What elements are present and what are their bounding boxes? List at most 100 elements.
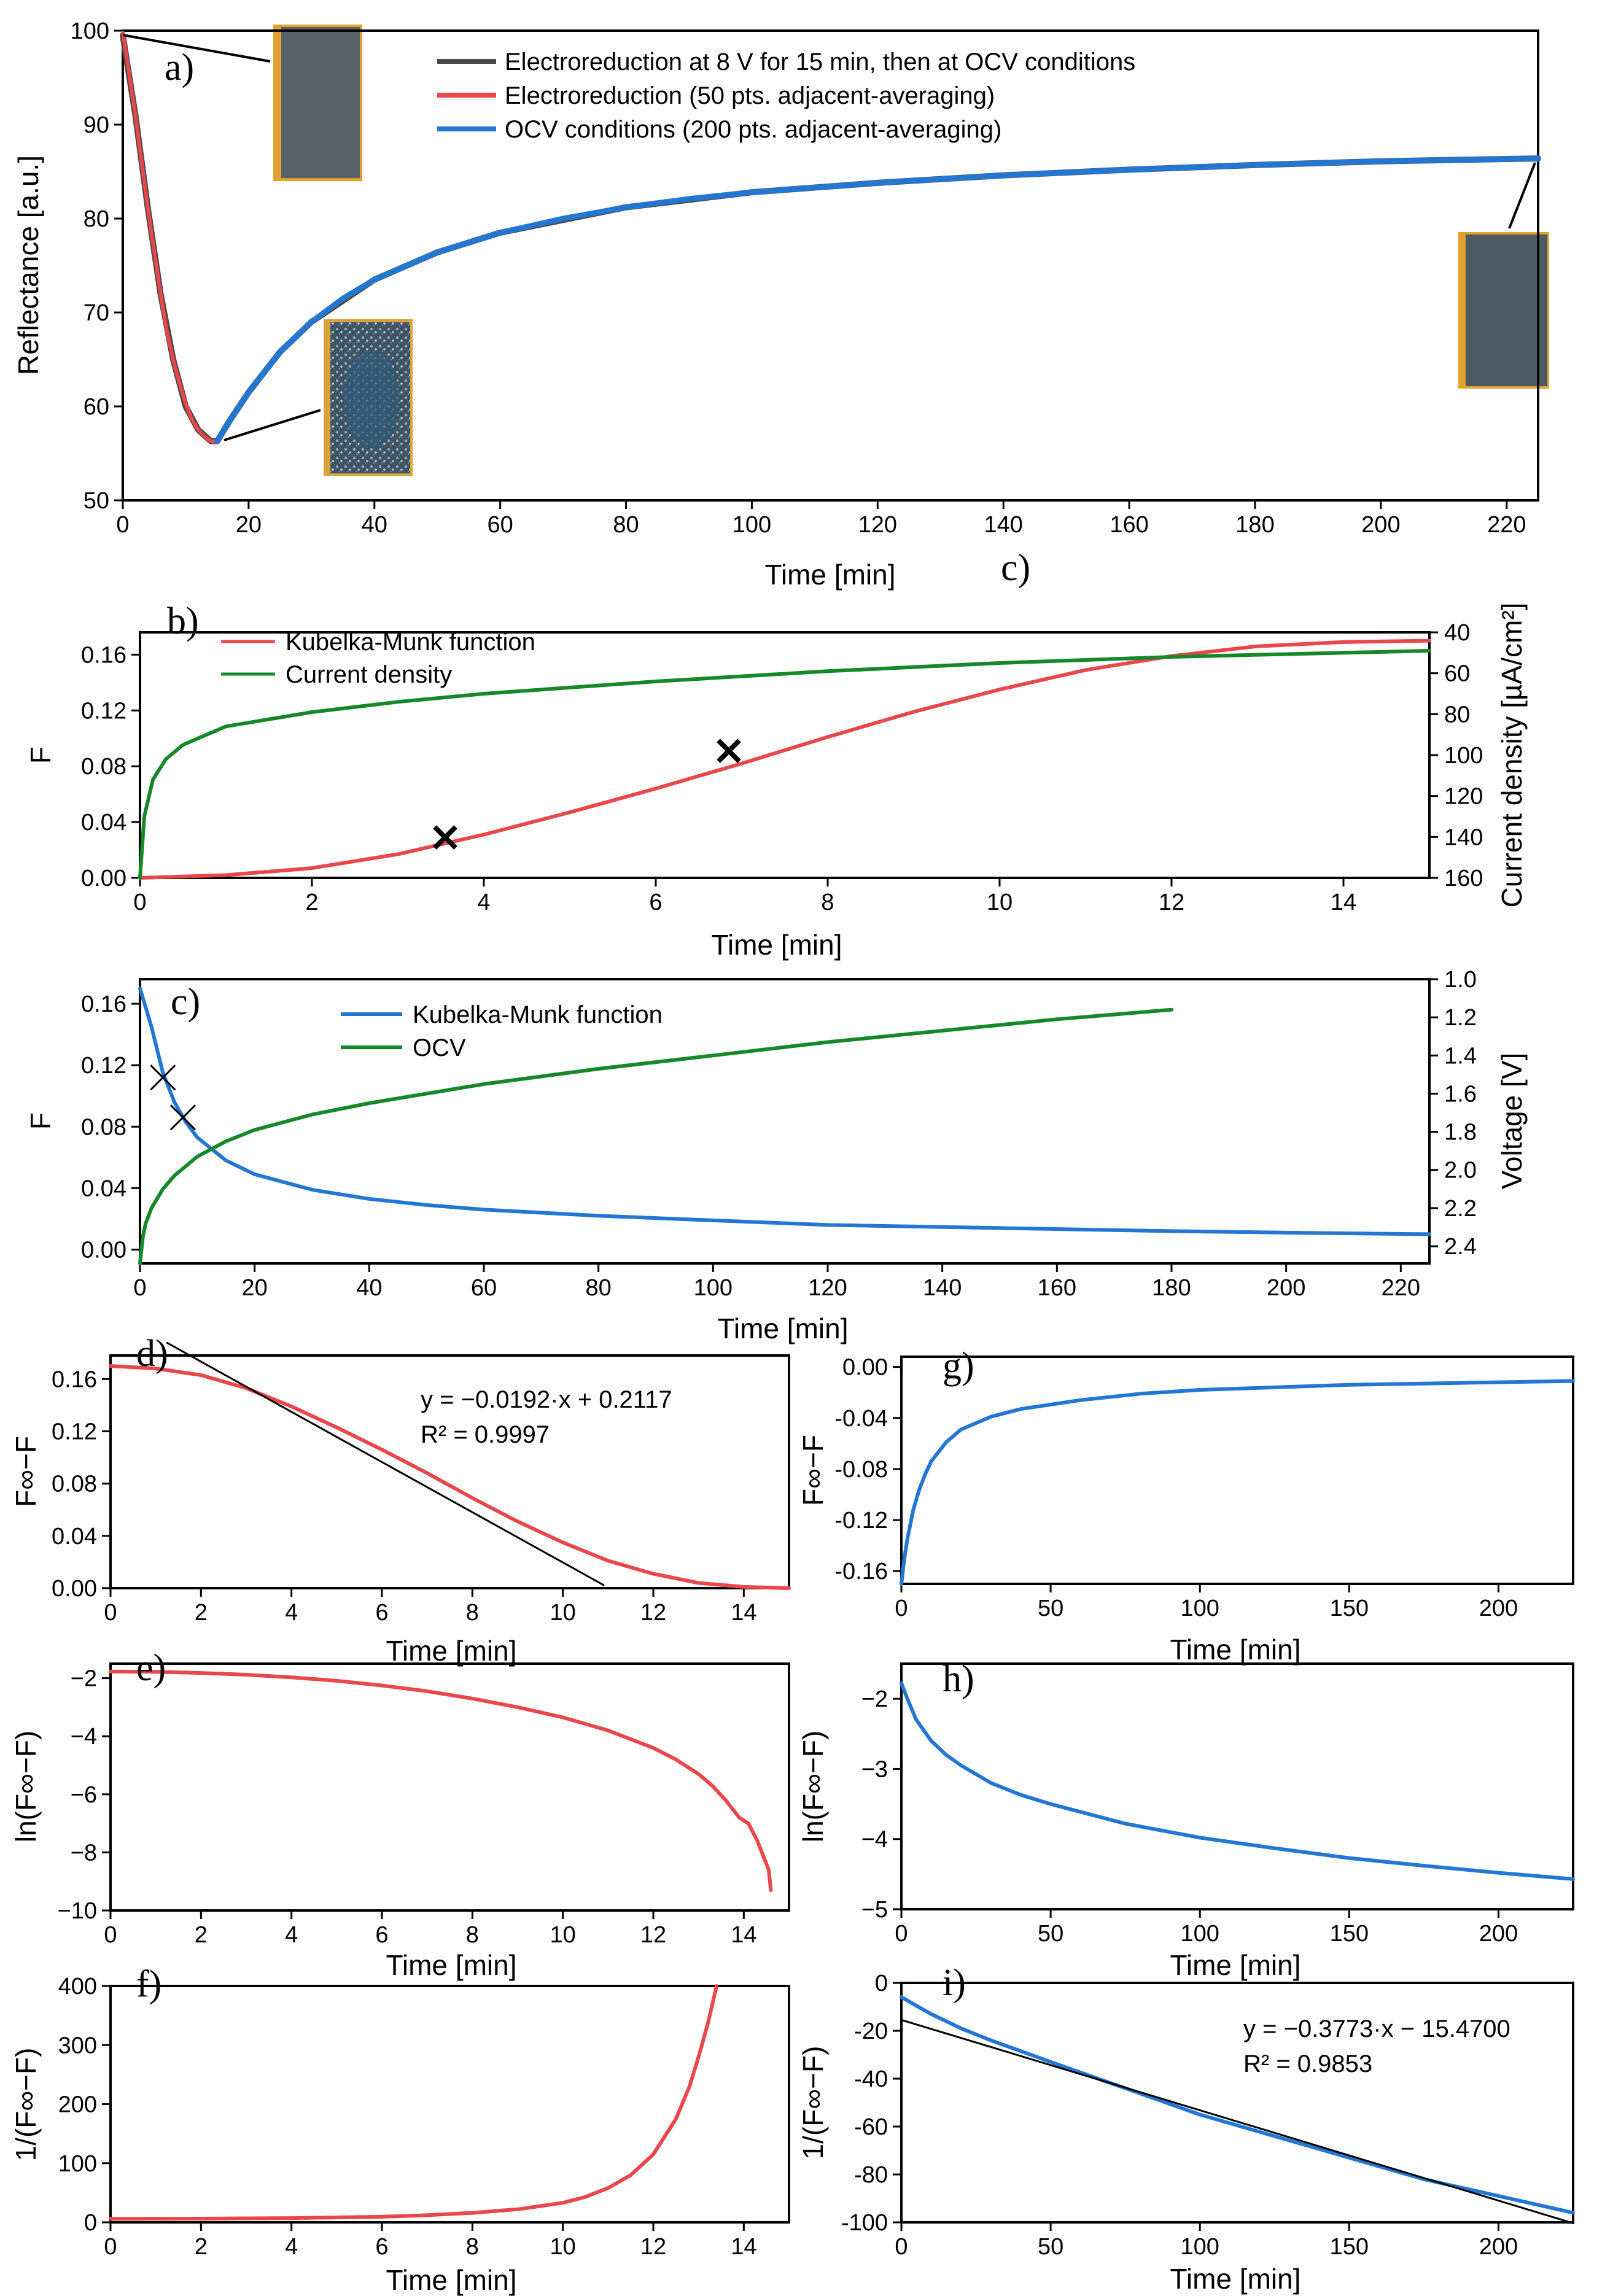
fit-equation-i: y = −0.3773·x − 15.4700 bbox=[1243, 2015, 1510, 2042]
series-c-ocv bbox=[138, 1007, 1173, 1265]
y-right-tick-label-b: 100 bbox=[1444, 743, 1483, 769]
fit-equation-d: y = −0.0192·x + 0.2117 bbox=[421, 1386, 672, 1413]
x-tick-label-c: 120 bbox=[808, 1275, 847, 1301]
x-tick-label-g: 0 bbox=[895, 1596, 908, 1621]
x-tick-label-d: 8 bbox=[466, 1600, 479, 1626]
y-tick-label-d: 0.16 bbox=[52, 1367, 97, 1392]
x-axis-label-c: Time [min] bbox=[718, 1313, 849, 1344]
x-tick-label-g: 150 bbox=[1330, 1596, 1369, 1621]
y-axis-label-a: Reflectance [a.u.] bbox=[12, 155, 44, 375]
y-tick-label-e: −6 bbox=[71, 1782, 97, 1808]
x-tick-label-g: 200 bbox=[1479, 1596, 1518, 1621]
x-tick-label-e: 8 bbox=[466, 1922, 479, 1948]
y-tick-label-c: 0.04 bbox=[81, 1176, 126, 1201]
x-tick-label-a: 40 bbox=[362, 512, 387, 538]
x-tick-label-c: 20 bbox=[242, 1275, 268, 1301]
x-tick-label-h: 200 bbox=[1479, 1921, 1518, 1947]
y-tick-label-i: -40 bbox=[854, 2066, 888, 2092]
x-tick-label-d: 6 bbox=[375, 1600, 388, 1626]
y-tick-label-a: 50 bbox=[84, 488, 109, 514]
y-tick-label-c: 0.00 bbox=[81, 1237, 126, 1263]
y-axis-label-c: F bbox=[25, 1112, 56, 1130]
y-tick-label-a: 70 bbox=[84, 300, 109, 326]
y-tick-label-h: −4 bbox=[861, 1827, 888, 1853]
series-f-data bbox=[109, 1984, 719, 2221]
marker-c-1 bbox=[169, 1104, 196, 1131]
x-tick-label-f: 4 bbox=[285, 2234, 298, 2260]
panel-g: 0 50 100 150 200 -0.16 -0.12 -0.08 -0.04 0.00 Time… bbox=[797, 1355, 1575, 1666]
x-tick-label-c: 220 bbox=[1382, 1275, 1420, 1301]
y-right-axis-label-b: Current density [µA/cm²] bbox=[1496, 603, 1528, 908]
x-axis-label-a: Time [min] bbox=[765, 559, 896, 591]
y-axis-label-d: F∞−F bbox=[10, 1436, 42, 1507]
panel-label-d: d) bbox=[136, 1333, 168, 1375]
y-tick-label-h: −3 bbox=[861, 1756, 888, 1782]
callout-line-end bbox=[1508, 162, 1536, 229]
x-tick-label-e: 10 bbox=[550, 1922, 576, 1948]
y-right-tick-label-c: 1.2 bbox=[1444, 1005, 1477, 1031]
x-tick-label-a: 0 bbox=[116, 512, 129, 538]
y-tick-label-e: −4 bbox=[71, 1724, 97, 1750]
marker-c-0 bbox=[150, 1065, 176, 1091]
x-tick-label-a: 220 bbox=[1487, 512, 1526, 538]
x-axis-label-f: Time [min] bbox=[386, 2264, 517, 2296]
x-tick-label-d: 12 bbox=[640, 1600, 666, 1626]
y-tick-label-i: -20 bbox=[854, 2019, 888, 2044]
x-tick-label-g: 100 bbox=[1181, 1596, 1219, 1621]
y-tick-label-b: 0.12 bbox=[81, 698, 126, 724]
legend-b-label-1: Kubelka-Munk function bbox=[286, 629, 535, 656]
panel-i: 0 50 100 150 200 -100 -80 -60 -40 -20 0 Time [min] 1… bbox=[797, 1971, 1575, 2295]
panel-label-i: i) bbox=[943, 1962, 966, 2004]
axes-frame-e bbox=[109, 1662, 790, 1912]
x-tick-label-a: 180 bbox=[1235, 512, 1274, 538]
series-e-data bbox=[109, 1669, 773, 1892]
x-tick-label-a: 160 bbox=[1110, 512, 1148, 538]
x-tick-label-a: 20 bbox=[236, 512, 262, 538]
y-tick-label-g: -0.04 bbox=[834, 1406, 888, 1432]
y-right-tick-label-c: 1.6 bbox=[1444, 1081, 1477, 1107]
legend-a-label-2: Electroreduction (50 pts. adjacent-avera… bbox=[505, 82, 995, 109]
series-a-ocv-conditions-200-pts-adjacen bbox=[214, 155, 1541, 444]
x-tick-label-f: 8 bbox=[466, 2234, 479, 2260]
axes-frame-d bbox=[109, 1354, 790, 1589]
series-b-current-density bbox=[138, 649, 1431, 880]
axes-frame-g bbox=[900, 1355, 1574, 1585]
x-tick-label-f: 2 bbox=[195, 2234, 208, 2260]
x-axis-label-i: Time [min] bbox=[1170, 2263, 1301, 2295]
y-tick-label-i: -60 bbox=[854, 2114, 888, 2140]
series-b-kubelka-munk-function bbox=[138, 638, 1431, 880]
x-tick-label-d: 2 bbox=[195, 1600, 208, 1626]
y-tick-label-f: 400 bbox=[58, 1974, 97, 1999]
y-tick-label-b: 0.16 bbox=[81, 642, 126, 668]
x-axis-label-e: Time [min] bbox=[386, 1949, 517, 1981]
x-tick-label-c: 160 bbox=[1038, 1275, 1076, 1301]
x-tick-label-e: 0 bbox=[104, 1922, 117, 1948]
inset-photo-start bbox=[273, 25, 362, 181]
callout-line-start bbox=[122, 34, 271, 63]
x-tick-label-f: 14 bbox=[731, 2234, 756, 2260]
x-tick-label-b: 4 bbox=[477, 890, 490, 915]
y-right-tick-label-b: 60 bbox=[1444, 661, 1470, 687]
legend-c-label-2: OCV bbox=[413, 1034, 466, 1061]
y-right-axis-label-c: Voltage [V] bbox=[1496, 1053, 1528, 1190]
x-tick-label-c: 0 bbox=[133, 1275, 146, 1301]
x-tick-label-f: 6 bbox=[375, 2234, 388, 2260]
panel-e: 0 2 4 6 8 10 12 14 −10 −8 −6 −4 −2 Time [min] ln(F∞−F) bbox=[10, 1662, 790, 1981]
x-tick-label-i: 50 bbox=[1038, 2234, 1063, 2260]
y-tick-label-e: −8 bbox=[71, 1840, 97, 1866]
legend-b-label-2: Current density bbox=[286, 661, 452, 688]
x-tick-label-h: 150 bbox=[1330, 1921, 1369, 1947]
x-axis-label-g: Time [min] bbox=[1170, 1634, 1301, 1666]
panel-label-c: c) bbox=[171, 981, 200, 1023]
y-axis-label-b: F bbox=[25, 747, 56, 764]
x-tick-label-a: 140 bbox=[984, 512, 1023, 538]
x-tick-label-c: 80 bbox=[586, 1275, 612, 1301]
x-tick-label-a: 60 bbox=[488, 512, 513, 538]
x-tick-label-e: 14 bbox=[731, 1922, 756, 1948]
y-axis-label-h: ln(F∞−F) bbox=[797, 1731, 829, 1842]
series-g-data bbox=[900, 1379, 1575, 1586]
panel-a: 0 20 40 60 80 100 120 140 160 180 200 220 50 60 70 80 90… bbox=[12, 18, 1541, 591]
x-tick-label-c: 60 bbox=[471, 1275, 497, 1301]
legend-a: Electroreduction at 8 V for 15 min, then… bbox=[437, 48, 1135, 143]
